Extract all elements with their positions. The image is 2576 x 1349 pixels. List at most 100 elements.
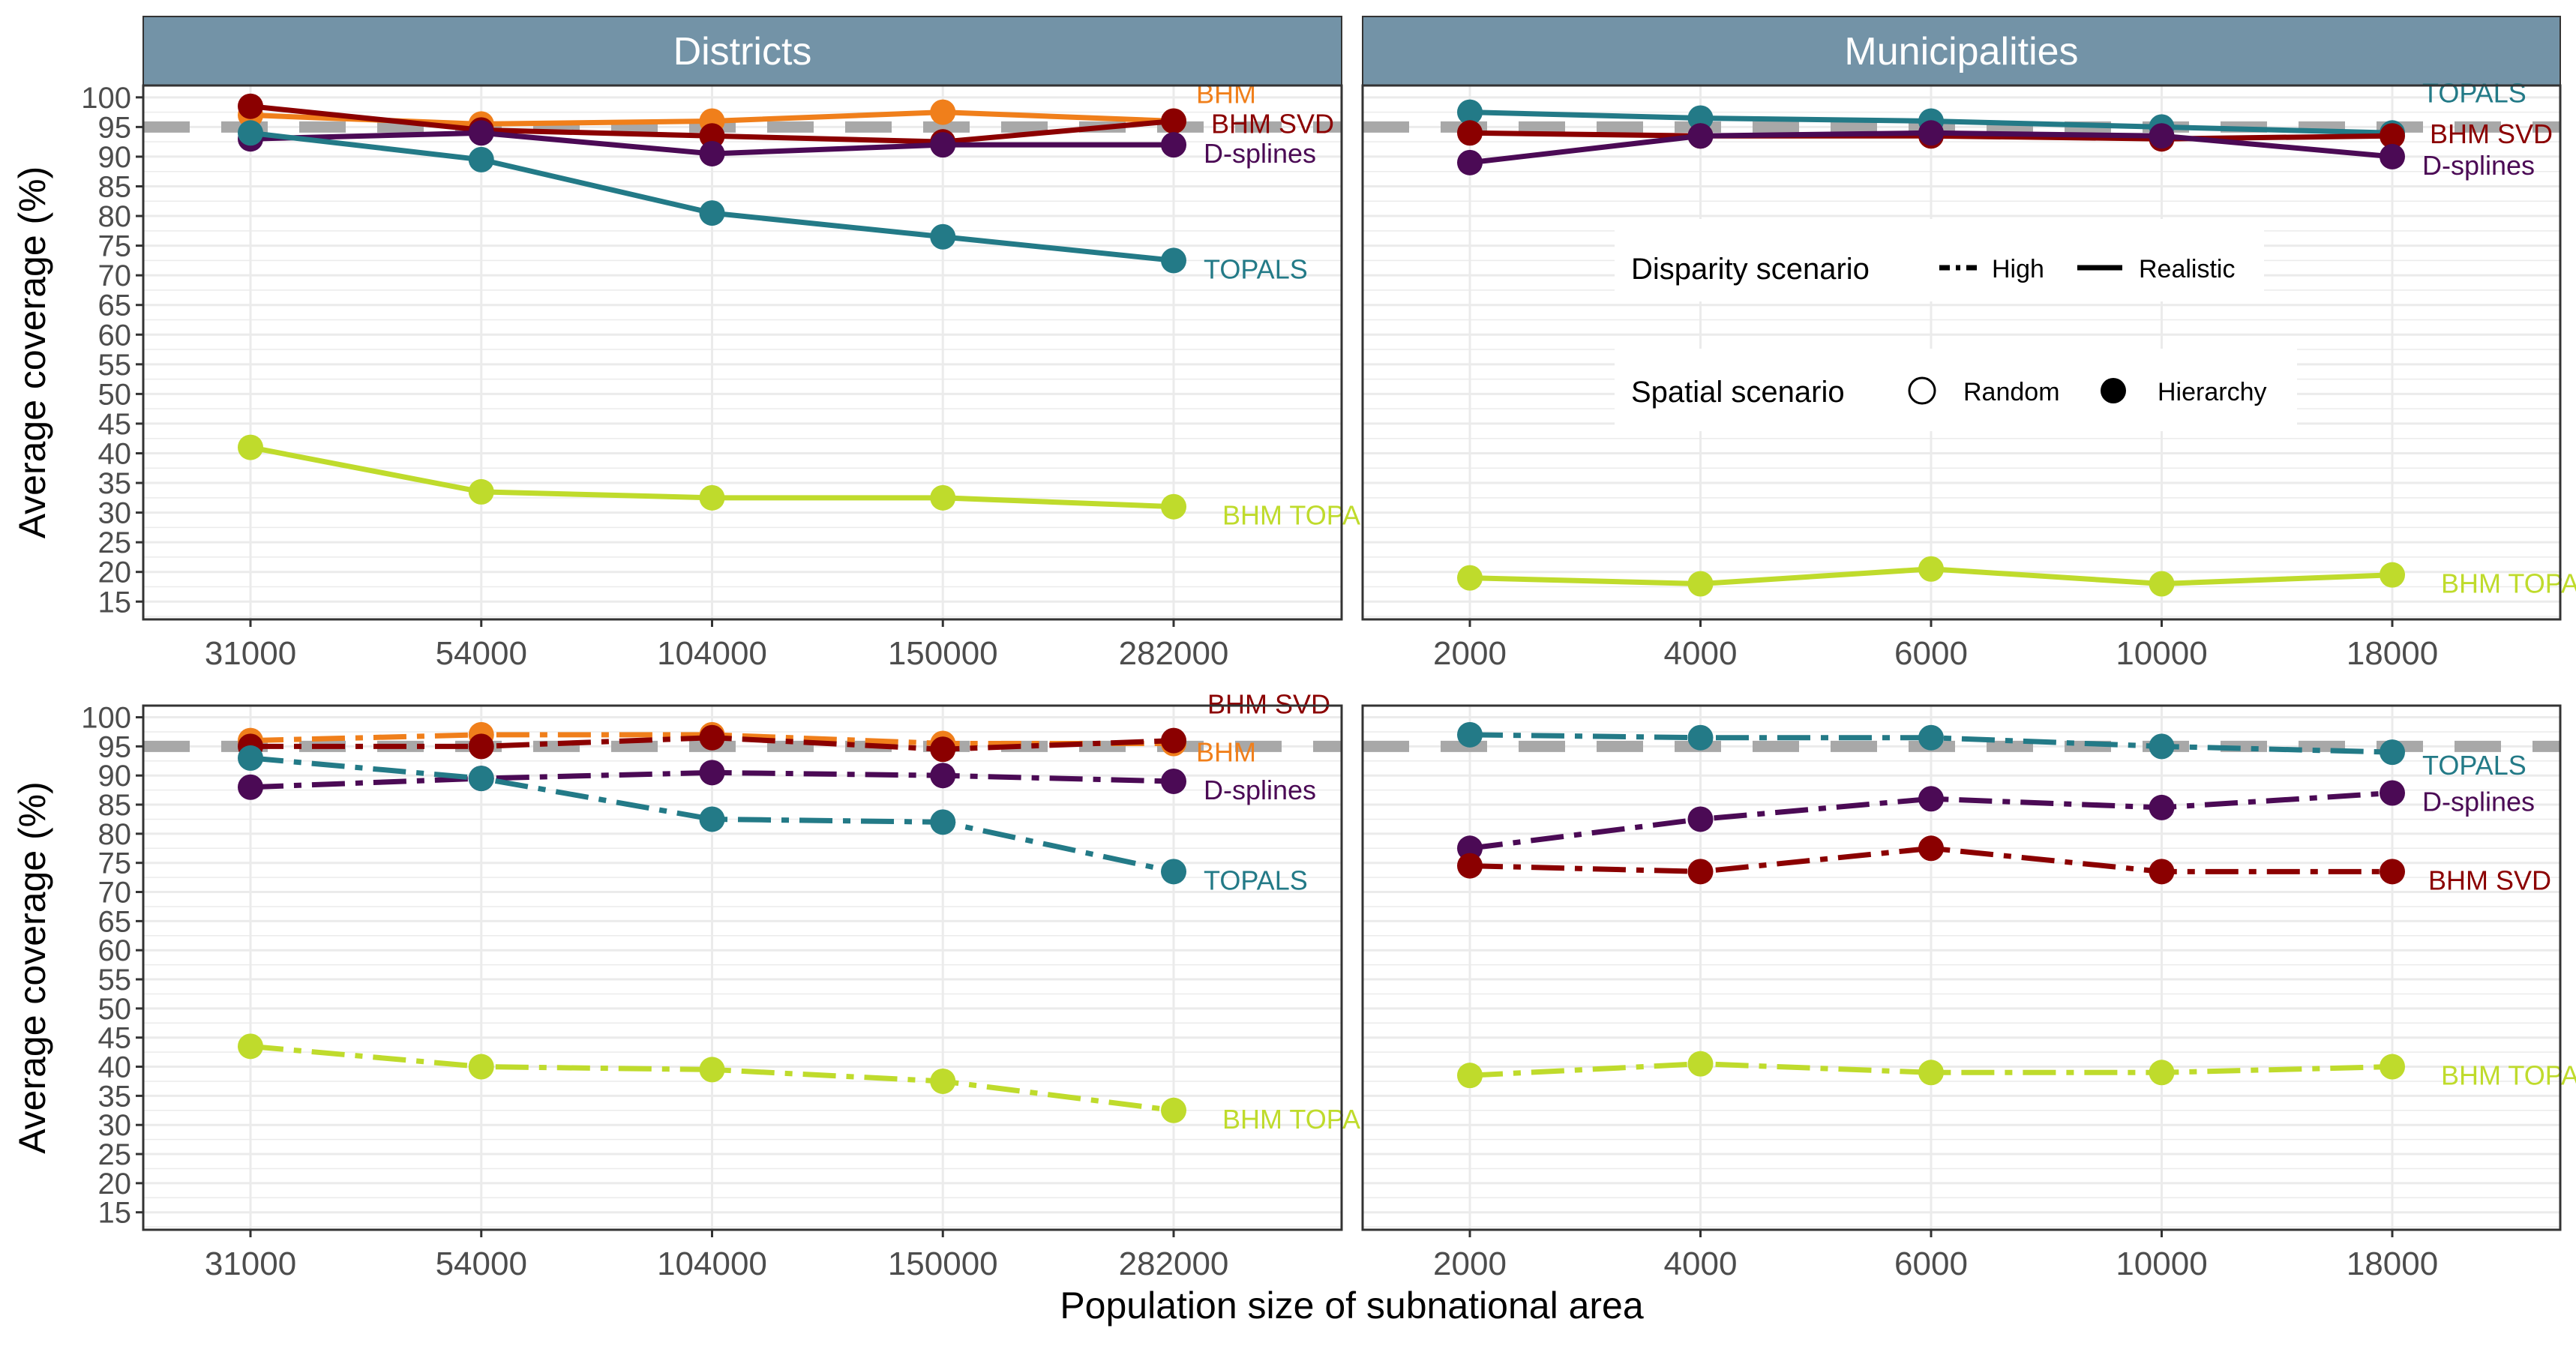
data-point-bhm-topals-31000 xyxy=(238,434,263,460)
y-tick-label: 60 xyxy=(98,319,132,352)
data-point-bhm-topals-150000 xyxy=(930,1068,956,1094)
series-label-topals: TOPALS xyxy=(1204,865,1308,895)
y-tick-label: 20 xyxy=(98,1168,132,1201)
x-tick-label-104000: 104000 xyxy=(657,635,767,672)
panel-background xyxy=(143,706,1342,1230)
data-point-bhm-topals-150000 xyxy=(930,484,956,511)
y-tick-label: 15 xyxy=(98,586,132,619)
data-point-bhm-svd-6000 xyxy=(1918,835,1944,862)
panel-municipalities-high: TOPALS D-splines BHM SVD BHM TOPAL 2000 4000 6… xyxy=(1361,704,2576,1282)
x-tick-label-4000: 4000 xyxy=(1664,635,1738,672)
y-tick-label: 65 xyxy=(98,289,132,322)
data-point-d-splines-10000 xyxy=(2149,123,2175,149)
y-tick-label: 45 xyxy=(98,1022,132,1055)
data-point-bhm-svd-18000 xyxy=(2380,859,2405,885)
series-label-bhm-topals: BHM TOPAL xyxy=(2441,1060,2576,1091)
x-tick-label-31000: 31000 xyxy=(205,1246,296,1282)
y-tick-label: 75 xyxy=(98,230,132,263)
y-tick-label: 55 xyxy=(98,349,132,382)
data-point-bhm-topals-2000 xyxy=(1457,1063,1483,1089)
series-line-topals xyxy=(250,755,1174,874)
data-point-bhm-topals-4000 xyxy=(1687,1051,1714,1077)
legend: Disparity scenario High Realistic Spatial s… xyxy=(1615,219,2297,431)
data-point-topals-10000 xyxy=(2149,733,2175,760)
data-point-topals-282000 xyxy=(1161,247,1186,274)
legend-spatial-title: Spatial scenario xyxy=(1631,376,1845,409)
data-point-bhm-topals-6000 xyxy=(1918,556,1944,582)
y-tick-label: 30 xyxy=(98,1109,132,1142)
y-tick-label: 85 xyxy=(98,789,132,822)
x-tick-label-282000: 282000 xyxy=(1119,1246,1229,1282)
data-point-bhm-svd-54000 xyxy=(468,733,494,760)
x-tick-label-54000: 54000 xyxy=(436,635,527,672)
y-tick-label: 45 xyxy=(98,408,132,441)
y-tick-label: 85 xyxy=(98,170,132,203)
y-tick-label: 60 xyxy=(98,934,132,967)
data-point-d-splines-104000 xyxy=(699,760,725,786)
y-tick-label: 100 xyxy=(81,82,131,115)
data-point-bhm-svd-104000 xyxy=(699,724,725,751)
series-line-d-splines xyxy=(1469,790,2393,851)
data-point-topals-2000 xyxy=(1457,721,1483,748)
data-point-bhm-svd-2000 xyxy=(1457,853,1483,879)
y-tick-label: 80 xyxy=(98,818,132,851)
data-point-bhm-topals-2000 xyxy=(1457,565,1483,591)
data-point-bhm-svd-18000 xyxy=(2380,123,2405,149)
data-point-bhm-svd-104000 xyxy=(699,123,725,149)
panel-background xyxy=(1363,706,2560,1230)
y-tick-label: 100 xyxy=(81,702,131,735)
y-tick-label: 50 xyxy=(98,378,132,411)
x-tick-label-18000: 18000 xyxy=(2347,635,2438,672)
y-tick-label: 30 xyxy=(98,497,132,530)
y-tick-label: 65 xyxy=(98,905,132,938)
data-point-d-splines-2000 xyxy=(1457,149,1483,175)
data-point-topals-54000 xyxy=(468,766,494,792)
data-point-topals-31000 xyxy=(238,745,263,771)
y-tick-label: 15 xyxy=(98,1197,132,1230)
data-point-bhm-topals-282000 xyxy=(1161,493,1186,520)
data-point-topals-150000 xyxy=(930,223,956,250)
data-point-bhm-svd-282000 xyxy=(1161,727,1186,754)
y-axis-title-2: Average coverage (%) xyxy=(11,781,53,1154)
data-point-topals-282000 xyxy=(1161,859,1186,885)
y-axis-title-1: Average coverage (%) xyxy=(11,166,53,539)
y-tick-label: 70 xyxy=(98,259,132,292)
legend-label-random: Random xyxy=(1963,378,2060,406)
x-tick-label-282000: 282000 xyxy=(1119,635,1229,672)
series-label-bhm-svd: BHM SVD xyxy=(1211,108,1334,139)
data-point-d-splines-31000 xyxy=(238,774,263,800)
x-tick-label-2000: 2000 xyxy=(1433,635,1507,672)
y-tick-label: 35 xyxy=(98,467,132,500)
panel-background xyxy=(143,85,1342,619)
legend-key-random xyxy=(1908,376,1936,405)
x-tick-label-150000: 150000 xyxy=(888,635,998,672)
panel-border xyxy=(142,704,1343,1231)
y-tick-label: 95 xyxy=(98,111,132,144)
legend-disparity-title: Disparity scenario xyxy=(1631,253,1870,286)
data-point-topals-18000 xyxy=(2380,739,2405,766)
series-label-bhm: BHM xyxy=(1196,78,1256,109)
data-point-d-splines-6000 xyxy=(1918,120,1944,146)
data-point-d-splines-6000 xyxy=(1918,786,1944,812)
panel-border xyxy=(1361,84,2562,621)
data-point-d-splines-150000 xyxy=(930,763,956,789)
y-tick-label: 50 xyxy=(98,993,132,1026)
data-point-d-splines-104000 xyxy=(699,140,725,166)
facet-strip-municipalities xyxy=(1362,16,2561,86)
facet-title-municipalities: Municipalities xyxy=(1844,30,2078,73)
legend-label-high: High xyxy=(1992,255,2044,283)
data-point-d-splines-10000 xyxy=(2149,794,2175,820)
y-tick-label: 40 xyxy=(98,1051,132,1084)
data-point-bhm-svd-31000 xyxy=(238,93,263,119)
data-point-topals-6000 xyxy=(1918,724,1944,751)
data-point-bhm-topals-4000 xyxy=(1687,571,1714,597)
x-tick-label-6000: 6000 xyxy=(1894,1246,1968,1282)
data-point-bhm-svd-2000 xyxy=(1457,120,1483,146)
panel-districts-high: BHM BHM SVD D-splines TOPALS BHM TOPAL 152025… xyxy=(81,689,1375,1282)
series-label-bhm-topals: BHM TOPAL xyxy=(1222,500,1375,531)
x-tick-label-10000: 10000 xyxy=(2116,635,2207,672)
legend-key-hierarchy xyxy=(2101,378,2126,403)
y-tick-label: 95 xyxy=(98,730,132,763)
facet-strip-districts xyxy=(142,16,1342,86)
data-point-topals-4000 xyxy=(1687,724,1714,751)
